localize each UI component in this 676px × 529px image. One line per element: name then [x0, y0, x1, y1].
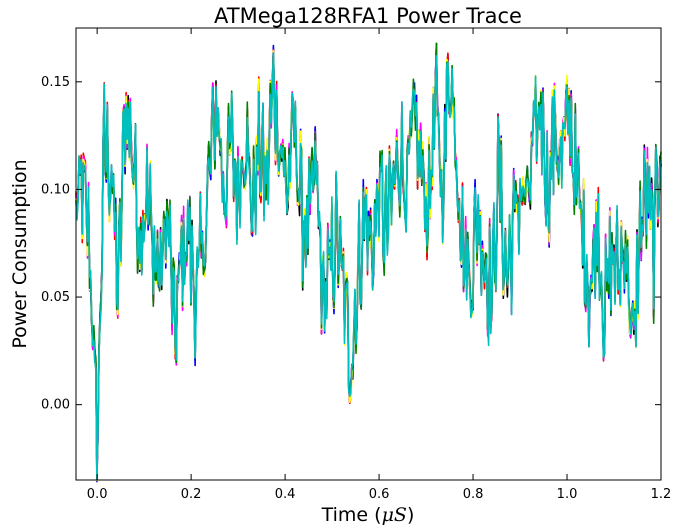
x-axis-label-text: Time (	[321, 504, 382, 526]
x-tick-label: 0.0	[87, 487, 108, 502]
x-tick-label: 1.0	[557, 487, 578, 502]
x-axis-label: Time (μS)	[321, 504, 415, 526]
x-tick-label: 0.8	[463, 487, 484, 502]
y-axis-label: Power Consumption	[9, 159, 31, 348]
x-tick-label: 0.2	[181, 487, 202, 502]
chart-title: ATMega128RFA1 Power Trace	[214, 4, 522, 28]
y-tick-label: 0.05	[41, 290, 70, 305]
plot-frame	[75, 27, 662, 481]
x-axis-label-unit: μS	[382, 504, 407, 526]
series-line-7	[75, 52, 662, 481]
series-line-3	[75, 48, 662, 478]
x-tick-label: 1.2	[651, 487, 672, 502]
ticks-layer: 0.0 0.2 0.4 0.6 0.8 1.0 1.2 0.00 0.05 0.10 0.15	[41, 28, 671, 502]
y-tick-label: 0.10	[41, 182, 70, 197]
y-tick-label: 0.15	[41, 75, 70, 90]
x-tick-label: 0.4	[275, 487, 296, 502]
series-layer	[75, 42, 662, 483]
x-tick-label: 0.6	[369, 487, 390, 502]
y-tick-label: 0.00	[41, 398, 70, 413]
x-axis-label-close: )	[407, 504, 414, 526]
